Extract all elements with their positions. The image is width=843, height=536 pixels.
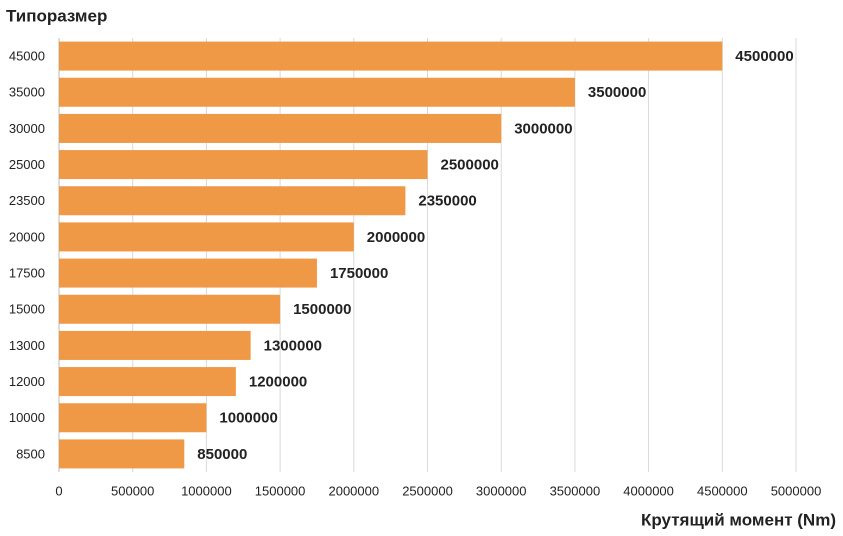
- x-tick-label: 5000000: [771, 483, 822, 498]
- y-tick-label: 20000: [9, 229, 45, 244]
- y-tick-label: 10000: [9, 410, 45, 425]
- x-tick-label: 0: [55, 483, 62, 498]
- bar: [59, 367, 236, 397]
- value-label: 1300000: [264, 337, 322, 354]
- x-tick-label: 3000000: [476, 483, 527, 498]
- y-tick-label: 45000: [9, 49, 45, 64]
- x-axis-title: Крутящий момент (Nm): [641, 510, 836, 529]
- value-label: 3000000: [514, 120, 572, 137]
- value-label: 1000000: [219, 410, 277, 427]
- y-tick-label: 30000: [9, 121, 45, 136]
- y-tick-label: 35000: [9, 85, 45, 100]
- bar: [59, 439, 185, 469]
- value-label: 3500000: [588, 84, 646, 101]
- value-label: 2350000: [418, 193, 476, 210]
- bar: [59, 258, 317, 288]
- value-label: 4500000: [735, 48, 793, 65]
- value-label: 1750000: [330, 265, 388, 282]
- x-tick-label: 500000: [111, 483, 154, 498]
- bar: [59, 186, 406, 216]
- bar: [59, 403, 207, 433]
- bar: [59, 41, 723, 71]
- y-axis-title: Типоразмер: [6, 6, 107, 25]
- x-tick-label: 3500000: [550, 483, 601, 498]
- x-tick-label: 4500000: [697, 483, 748, 498]
- y-tick-label: 15000: [9, 302, 45, 317]
- value-label: 850000: [197, 446, 247, 463]
- value-label: 1500000: [293, 301, 351, 318]
- bar: [59, 113, 502, 143]
- bar: [59, 294, 281, 324]
- x-tick-label: 2500000: [402, 483, 453, 498]
- x-tick-label: 1000000: [181, 483, 232, 498]
- y-tick-label: 25000: [9, 157, 45, 172]
- y-tick-label: 12000: [9, 374, 45, 389]
- x-tick-label: 1500000: [255, 483, 306, 498]
- bar: [59, 330, 251, 360]
- bar: [59, 222, 354, 252]
- y-tick-label: 23500: [9, 193, 45, 208]
- y-tick-label: 8500: [16, 446, 45, 461]
- value-label: 1200000: [249, 374, 307, 391]
- x-tick-label: 4000000: [623, 483, 674, 498]
- bar: [59, 77, 575, 107]
- y-tick-label: 13000: [9, 338, 45, 353]
- bar: [59, 150, 428, 180]
- value-label: 2000000: [367, 229, 425, 246]
- y-tick-label: 17500: [9, 266, 45, 281]
- value-label: 2500000: [441, 157, 499, 174]
- x-tick-label: 2000000: [328, 483, 379, 498]
